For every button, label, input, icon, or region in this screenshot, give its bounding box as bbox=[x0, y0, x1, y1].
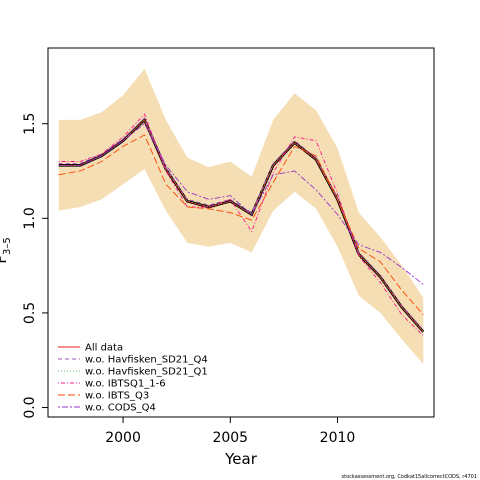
y-axis: 0.0 0.5 1.0 1.5 bbox=[22, 113, 49, 419]
legend-label-1: w.o. Havfisken_SD21_Q4 bbox=[85, 355, 208, 366]
legend-label-3: w.o. IBTSQ1_1-6 bbox=[85, 379, 166, 390]
legend-label-2: w.o. Havfisken_SD21_Q1 bbox=[85, 367, 208, 378]
x-axis-label: Year bbox=[224, 450, 258, 468]
x-tick-label: 2005 bbox=[212, 430, 248, 446]
y-tick-label: 0.0 bbox=[22, 396, 38, 418]
legend-label-4: w.o. IBTS_Q3 bbox=[85, 391, 149, 402]
footer-text: stockassessment.org, Codkat15allcorrectC… bbox=[342, 474, 477, 480]
y-axis-label-main: F bbox=[0, 255, 10, 264]
y-tick-label: 0.5 bbox=[22, 302, 38, 324]
series-line-5 bbox=[58, 123, 424, 285]
y-axis-label: F3–5 bbox=[0, 237, 13, 263]
x-tick-label: 2010 bbox=[320, 430, 356, 446]
y-tick-label: 1.0 bbox=[22, 207, 38, 229]
x-tick-label: 2000 bbox=[105, 430, 141, 446]
series-line-3 bbox=[58, 113, 424, 336]
series-line-1 bbox=[58, 117, 424, 331]
y-tick-label: 1.5 bbox=[22, 113, 38, 135]
series-line-4 bbox=[58, 134, 424, 316]
series-lines-layer bbox=[58, 113, 425, 336]
legend-label-5: w.o. CODS_Q4 bbox=[85, 403, 156, 414]
x-axis: 2000 2005 2010 bbox=[105, 416, 356, 446]
legend-label-0: All data bbox=[85, 343, 123, 354]
y-axis-label-subscript: 3–5 bbox=[2, 237, 13, 255]
